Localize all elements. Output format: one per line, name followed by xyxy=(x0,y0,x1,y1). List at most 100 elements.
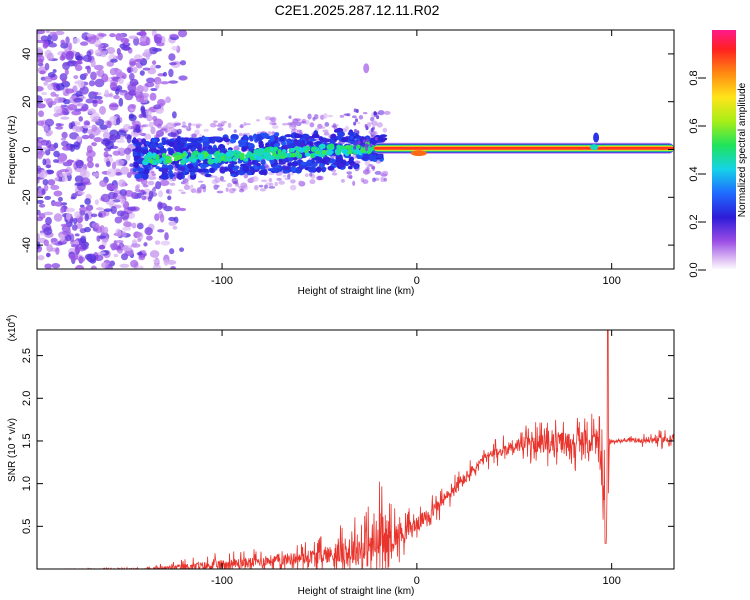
spectrogram-halo-cell xyxy=(356,122,361,125)
spectrogram-halo-cell xyxy=(374,170,382,175)
spectrogram-ridge-cell xyxy=(249,166,255,173)
spectrogram-noise-cell xyxy=(95,163,100,168)
spectrogram-noise-cell xyxy=(130,104,137,109)
spectrogram-ridge-cell xyxy=(316,166,322,173)
spectrogram-halo-cell xyxy=(381,170,389,177)
spectrogram-noise-cell xyxy=(43,226,53,236)
spectrogram-noise-cell xyxy=(68,122,73,130)
spectrogram-noise-cell xyxy=(57,152,68,162)
spectrogram-noise-cell xyxy=(170,266,176,269)
spectrogram-peak-cell xyxy=(298,147,305,153)
figure-title: C2E1.2025.287.12.11.R02 xyxy=(275,2,440,18)
spectrogram-peak-cell xyxy=(321,149,327,155)
spectrogram-noise-cell xyxy=(167,195,172,201)
spectrogram-halo-cell xyxy=(243,173,249,179)
spectrogram-noise-cell xyxy=(39,70,46,75)
spectrogram-noise-cell xyxy=(93,91,99,96)
spectrogram-noise-cell xyxy=(135,124,141,133)
spectrogram-noise-cell xyxy=(158,202,168,209)
spectrogram-noise-cell xyxy=(71,110,82,116)
spectrogram-noise-cell xyxy=(138,114,144,119)
spectrogram-noise-cell xyxy=(168,53,176,61)
spectrogram-halo-cell xyxy=(177,128,182,132)
spectrogram-ridge-cell xyxy=(203,143,210,148)
spectrogram-noise-cell xyxy=(37,165,42,174)
spectrogram-halo-cell xyxy=(366,123,372,128)
spectrogram-noise-cell xyxy=(163,259,169,266)
spectrogram-ridge-cell xyxy=(132,168,137,172)
spectrogram-noise-cell xyxy=(41,188,46,195)
spectrogram-noise-cell xyxy=(38,203,46,208)
spectrogram-halo-cell xyxy=(218,127,224,131)
spectrogram-noise-cell xyxy=(120,210,130,220)
spectrogram-halo-cell xyxy=(371,165,376,172)
spectrogram-ridge-cell xyxy=(340,159,347,166)
spectrogram-noise-cell xyxy=(75,159,84,169)
spectrogram-ridge-cell xyxy=(242,134,248,140)
spectrogram-halo-cell xyxy=(343,113,349,116)
spectrogram-halo-cell xyxy=(150,192,158,197)
spectrogram-noise-cell xyxy=(110,206,117,215)
spectrogram-noise-cell xyxy=(117,52,123,61)
spectrogram-peak-cell xyxy=(335,150,341,156)
spectrogram-noise-cell xyxy=(114,159,125,167)
spectrogram-noise-cell xyxy=(74,61,83,65)
spectrogram-halo-cell xyxy=(200,184,207,190)
spectrogram-noise-cell xyxy=(115,239,124,244)
spectrogram-halo-cell xyxy=(383,177,387,182)
spectrogram-ridge-cell xyxy=(258,142,265,149)
spectrogram-noise-cell xyxy=(42,158,47,166)
spectrogram-noise-cell xyxy=(99,124,108,130)
spectrogram-ridge-cell xyxy=(253,133,258,140)
spectrogram-noise-cell xyxy=(126,134,132,144)
spectrogram-halo-cell xyxy=(240,182,248,189)
spectrogram-halo-cell xyxy=(271,122,277,126)
spectrogram-halo-cell xyxy=(346,174,353,179)
colorbar-tick-label: 0.0 xyxy=(688,262,700,277)
spectrogram-tone-bump xyxy=(593,132,600,143)
spectrogram-halo-cell xyxy=(323,113,328,119)
spectrogram-ridge-cell xyxy=(258,169,267,176)
spectrogram-noise-cell xyxy=(114,216,123,224)
spectrogram-noise-cell xyxy=(102,138,111,142)
spectrogram-noise-cell xyxy=(65,212,71,221)
spectrogram-halo-cell xyxy=(239,123,244,129)
spectrogram-noise-cell xyxy=(143,242,148,247)
spectrogram-noise-cell xyxy=(83,226,91,233)
spectrogram-noise-cell xyxy=(171,46,179,51)
spectrogram-peak-cell xyxy=(165,159,173,164)
spectrogram-peak-cell xyxy=(243,157,249,162)
spectrogram-halo-cell xyxy=(264,164,270,170)
spectrogram-halo-cell xyxy=(298,180,303,186)
spectrogram-halo-cell xyxy=(352,180,356,186)
spectrogram-halo-cell xyxy=(181,181,185,185)
spectrogram-noise-cell xyxy=(120,198,126,205)
spectrogram-noise-cell xyxy=(59,55,66,61)
spectrogram-ridge-cell xyxy=(179,137,186,144)
spectrogram-streak-cell xyxy=(370,127,374,132)
spectrogram-ridge-cell xyxy=(306,160,311,165)
spectrogram-noise-cell xyxy=(101,261,109,269)
spectrogram-peak-cell xyxy=(268,155,275,161)
spectrogram-ridge-cell xyxy=(308,141,314,146)
spectrogram-noise-cell xyxy=(74,233,80,237)
spectrogram-noise-cell xyxy=(40,35,49,42)
spectrogram-noise-cell xyxy=(79,85,89,95)
spectrogram-ridge-cell xyxy=(347,131,355,136)
spectrogram-noise-cell xyxy=(135,94,145,103)
spectrogram-noise-cell xyxy=(45,169,55,175)
spectrogram-peak-cell xyxy=(304,152,311,157)
spectrogram-noise-cell xyxy=(128,113,135,119)
spectrogram-noise-cell xyxy=(44,263,52,269)
spectrogram-ridge-cell xyxy=(320,166,327,173)
spectrogram-noise-cell xyxy=(52,69,57,73)
spectrogram-noise-cell xyxy=(157,98,166,107)
spectrogram-noise-cell xyxy=(55,122,62,127)
spectrogram-halo-cell xyxy=(278,180,285,185)
spectrogram-noise-cell xyxy=(133,36,140,46)
spectrogram-noise-cell xyxy=(179,247,185,252)
spectrogram-ridge-cell xyxy=(278,161,286,165)
spectrogram-ridge-cell xyxy=(239,165,244,173)
spectrogram-noise-cell xyxy=(45,253,51,257)
spectrogram-noise-cell xyxy=(53,112,60,118)
